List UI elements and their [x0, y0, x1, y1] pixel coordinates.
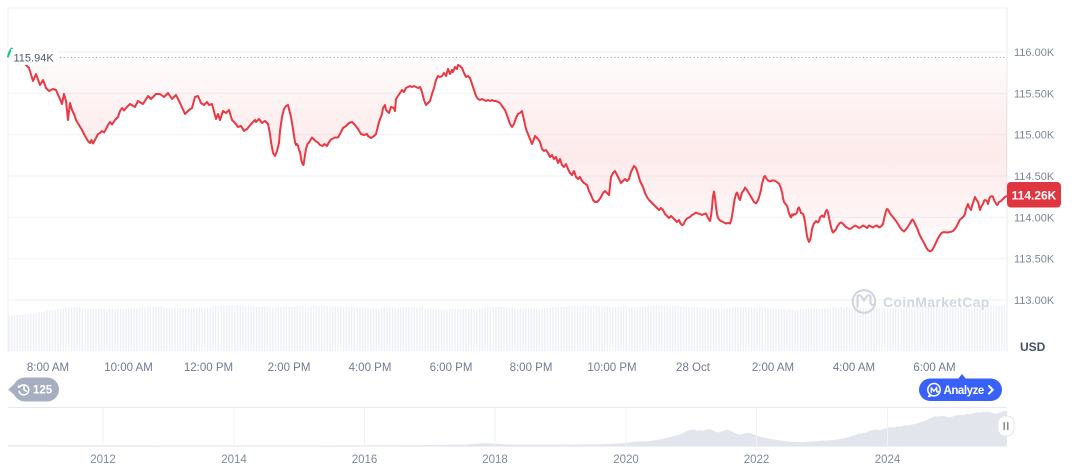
svg-text:6:00 PM: 6:00 PM [430, 362, 473, 374]
svg-text:114.00K: 114.00K [1014, 212, 1055, 224]
svg-text:125: 125 [33, 385, 53, 397]
svg-text:2024: 2024 [875, 454, 901, 466]
svg-text:2012: 2012 [90, 454, 116, 466]
svg-text:2014: 2014 [221, 454, 247, 466]
svg-text:2018: 2018 [482, 454, 508, 466]
svg-text:2022: 2022 [744, 454, 770, 466]
svg-text:6:00 AM: 6:00 AM [913, 362, 955, 374]
svg-text:116.00K: 116.00K [1014, 47, 1055, 59]
svg-text:4:00 AM: 4:00 AM [833, 362, 875, 374]
svg-text:2020: 2020 [613, 454, 639, 466]
svg-text:114.26K: 114.26K [1012, 189, 1057, 203]
svg-text:2016: 2016 [352, 454, 378, 466]
svg-text:115.50K: 115.50K [1014, 88, 1055, 100]
svg-text:8:00 AM: 8:00 AM [27, 362, 69, 374]
svg-text:113.50K: 113.50K [1014, 254, 1055, 266]
svg-text:10:00 PM: 10:00 PM [587, 362, 636, 374]
svg-text:115.94K: 115.94K [14, 53, 55, 65]
svg-text:28 Oct: 28 Oct [676, 362, 711, 374]
svg-text:2:00 AM: 2:00 AM [752, 362, 794, 374]
svg-text:115.00K: 115.00K [1014, 130, 1055, 142]
svg-text:CoinMarketCap: CoinMarketCap [883, 294, 990, 310]
svg-text:10:00 AM: 10:00 AM [104, 362, 153, 374]
svg-text:4:00 PM: 4:00 PM [349, 362, 392, 374]
svg-text:2:00 PM: 2:00 PM [268, 362, 311, 374]
svg-text:8:00 PM: 8:00 PM [510, 362, 553, 374]
svg-text:113.00K: 113.00K [1014, 295, 1055, 307]
svg-text:114.50K: 114.50K [1014, 171, 1055, 183]
svg-text:12:00 PM: 12:00 PM [184, 362, 233, 374]
svg-text:USD: USD [1020, 340, 1046, 354]
svg-text:Analyze: Analyze [944, 385, 984, 397]
